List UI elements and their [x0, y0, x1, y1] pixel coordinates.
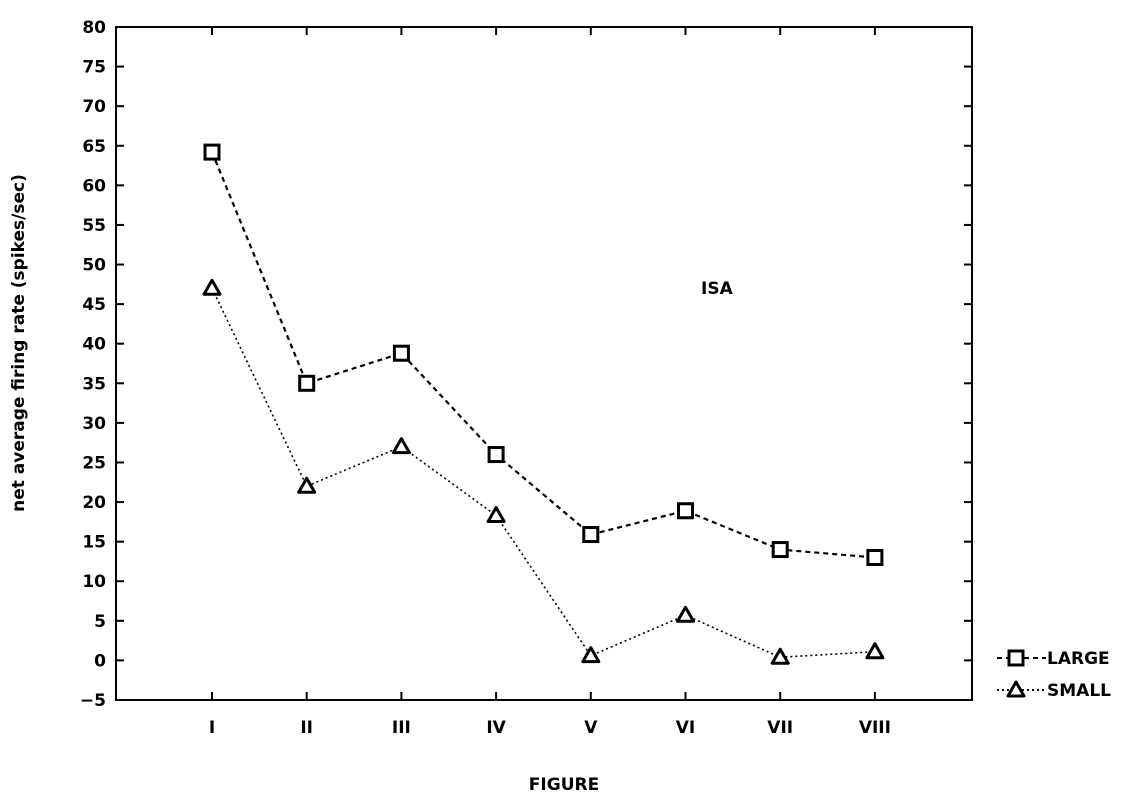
x-axis: I II III IV V VI VII VIII [209, 27, 891, 738]
series-layer [202, 143, 885, 665]
data-point-small [202, 278, 222, 296]
legend-label-large: LARGE [1047, 649, 1110, 669]
y-tick-label: 60 [82, 176, 106, 196]
x-tick-label: IV [486, 718, 506, 738]
y-tick-label: 0 [94, 651, 106, 671]
y-tick-label: 5 [94, 612, 106, 632]
y-tick-label: 55 [82, 216, 106, 236]
y-tick-label: 75 [82, 58, 106, 78]
data-point-large [203, 143, 221, 161]
x-tick-label: II [300, 718, 313, 738]
x-tick-label: VI [676, 718, 695, 738]
data-point-large [298, 374, 316, 392]
legend-marker-small [1006, 680, 1026, 698]
y-axis-label: net average firing rate (spikes/sec) [9, 174, 29, 512]
x-tick-label: V [584, 718, 598, 738]
y-axis: −5 0 5 10 15 20 25 30 35 40 45 50 55 60 65 70 75 80 [80, 18, 972, 711]
series-line-large [210, 151, 875, 559]
x-tick-label: I [209, 718, 215, 738]
legend-label-small: SMALL [1047, 681, 1111, 701]
y-tick-label: 35 [82, 374, 106, 394]
x-axis-label: FIGURE [529, 775, 599, 795]
y-tick-label: 65 [82, 137, 106, 157]
legend: LARGE SMALL [997, 649, 1111, 701]
data-point-large [677, 502, 694, 520]
data-point-small [486, 506, 506, 524]
data-point-small [391, 437, 411, 455]
data-point-small [581, 646, 601, 664]
x-tick-label: VII [767, 718, 793, 738]
data-point-small [865, 642, 885, 660]
y-tick-label: 20 [82, 493, 106, 513]
y-tick-label: 80 [82, 18, 106, 38]
data-point-small [297, 476, 317, 494]
series-line-small [211, 287, 875, 659]
y-tick-label: 15 [82, 533, 106, 553]
plot-frame [115, 26, 973, 701]
data-point-small [676, 605, 695, 623]
y-tick-label: 25 [82, 453, 106, 473]
y-tick-label: 50 [82, 256, 106, 276]
y-tick-label: 30 [82, 414, 106, 434]
data-point-large [771, 541, 789, 559]
legend-marker-large [1007, 649, 1025, 667]
y-tick-label: 10 [82, 572, 106, 592]
y-tick-label: 70 [82, 97, 106, 117]
y-tick-label: 40 [82, 335, 106, 355]
data-point-large [582, 526, 600, 544]
data-point-small [770, 647, 790, 665]
y-tick-label: −5 [80, 691, 106, 711]
y-tick-label: 45 [82, 295, 106, 315]
data-point-large [392, 344, 410, 362]
x-tick-label: III [392, 718, 411, 738]
annotation-label: ISA [701, 279, 734, 299]
data-point-large [487, 446, 505, 464]
x-tick-label: VIII [859, 718, 891, 738]
data-point-large [866, 548, 884, 566]
